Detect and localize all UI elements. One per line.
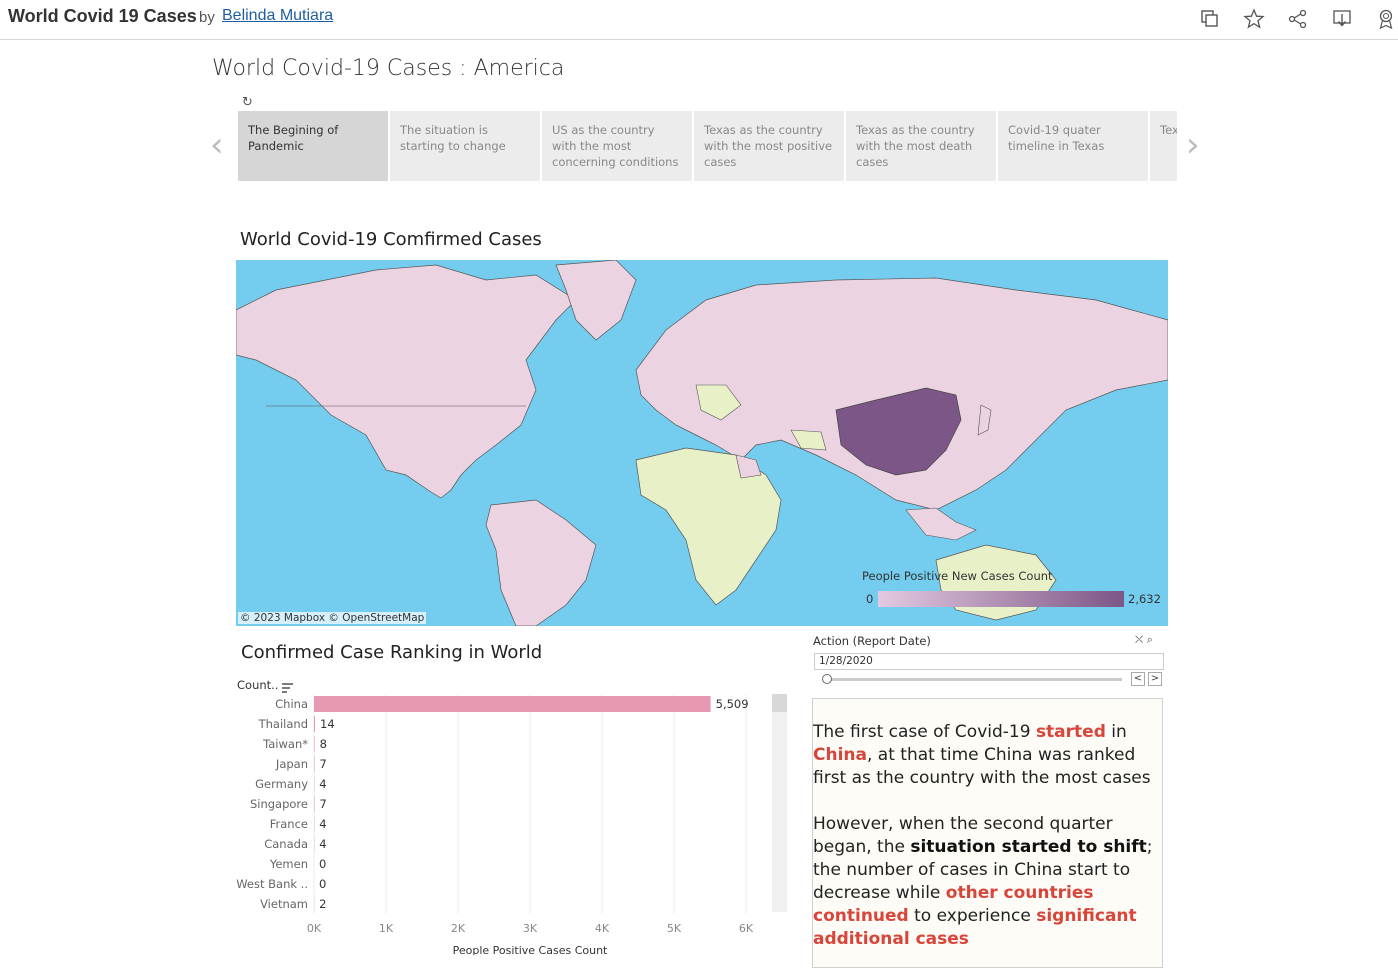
bar-2 bbox=[314, 736, 315, 752]
p1-segment-3: China bbox=[813, 745, 867, 765]
bar-3 bbox=[314, 756, 315, 772]
by-label: by bbox=[199, 9, 215, 26]
category-label-6: France bbox=[270, 817, 308, 831]
category-label-3: Japan bbox=[275, 757, 308, 771]
bar-5 bbox=[314, 796, 315, 812]
filter-title: Action (Report Date) bbox=[813, 634, 931, 648]
x-tick-label-5: 5K bbox=[667, 922, 682, 935]
legend-min: 0 bbox=[866, 592, 873, 606]
value-label-8: 0 bbox=[319, 857, 326, 871]
value-label-9: 0 bbox=[319, 877, 326, 891]
chart-scrollbar[interactable] bbox=[772, 694, 787, 912]
narrative-paragraph-2: However, when the second quarter began, … bbox=[813, 813, 1162, 951]
share-icon[interactable] bbox=[1287, 8, 1309, 30]
legend-title: People Positive New Cases Count bbox=[862, 569, 1053, 583]
category-label-4: Germany bbox=[255, 777, 308, 791]
tab-texas-more[interactable]: Tex bbox=[1150, 111, 1177, 181]
p1-segment-2: in bbox=[1106, 722, 1127, 742]
x-tick-label-1: 1K bbox=[379, 922, 394, 935]
story-tabs: The Begining of Pandemic The situation i… bbox=[238, 111, 1177, 181]
map-title: World Covid-19 Comfirmed Cases bbox=[240, 229, 542, 250]
category-label-9: West Bank .. bbox=[236, 877, 308, 891]
report-date-field[interactable]: 1/28/2020 bbox=[814, 653, 1164, 670]
story-title: World Covid-19 Cases : America bbox=[212, 56, 564, 81]
count-axis-label[interactable]: Count.. bbox=[237, 678, 278, 692]
ranking-bar-chart[interactable]: 0K 1K 2K 3K 4K 5K 6K China 5,509 Thailand 14 Taiwan… bbox=[230, 692, 790, 955]
author-link[interactable]: Belinda Mutiara bbox=[222, 7, 333, 25]
category-label-0: China bbox=[275, 697, 308, 711]
top-bar: World Covid 19 Cases by Belinda Mutiara bbox=[0, 0, 1398, 40]
value-label-5: 7 bbox=[320, 797, 327, 811]
category-label-2: Taiwan* bbox=[262, 737, 308, 751]
p1-segment-1: started bbox=[1036, 722, 1106, 742]
bar-0 bbox=[314, 696, 711, 712]
x-tick-label-6: 6K bbox=[739, 922, 754, 935]
value-label-2: 8 bbox=[320, 737, 327, 751]
download-icon[interactable] bbox=[1331, 8, 1353, 30]
x-tick-label-0: 0K bbox=[307, 922, 322, 935]
next-story-arrow[interactable]: › bbox=[1186, 130, 1200, 160]
region-middle-east-zero bbox=[791, 430, 826, 450]
value-label-1: 14 bbox=[320, 717, 335, 731]
category-label-5: Singapore bbox=[250, 797, 308, 811]
star-icon[interactable] bbox=[1243, 8, 1265, 30]
region-south-america bbox=[486, 500, 596, 626]
legend-max: 2,632 bbox=[1128, 592, 1161, 606]
category-label-7: Canada bbox=[264, 837, 308, 851]
prev-story-arrow[interactable]: ‹ bbox=[210, 130, 224, 160]
copy-icon[interactable] bbox=[1199, 8, 1221, 30]
category-label-10: Vietnam bbox=[260, 897, 308, 911]
value-label-10: 2 bbox=[319, 897, 326, 911]
tab-begining-of-pandemic[interactable]: The Begining of Pandemic bbox=[238, 111, 388, 181]
p2-segment-1: situation started to shift bbox=[910, 837, 1146, 857]
map-attribution[interactable]: © 2023 Mapbox © OpenStreetMap bbox=[238, 612, 426, 624]
p1-segment-0: The first case of Covid-19 bbox=[813, 722, 1036, 742]
x-axis-title: People Positive Cases Count bbox=[453, 944, 608, 955]
p2-segment-4: to experience bbox=[909, 906, 1037, 926]
date-slider-track[interactable] bbox=[826, 678, 1122, 681]
tab-texas-positive[interactable]: Texas as the country with the most posit… bbox=[694, 111, 844, 181]
tab-texas-death[interactable]: Texas as the country with the most death… bbox=[846, 111, 996, 181]
value-label-6: 4 bbox=[319, 817, 326, 831]
next-date-button[interactable]: > bbox=[1148, 672, 1162, 686]
value-label-0: 5,509 bbox=[716, 697, 749, 711]
workbook-title: World Covid 19 Cases bbox=[8, 6, 197, 27]
scroll-thumb[interactable] bbox=[772, 694, 787, 712]
bar-1 bbox=[314, 716, 315, 732]
tab-texas-timeline[interactable]: Covid-19 quater timeline in Texas bbox=[998, 111, 1148, 181]
tab-situation-changing[interactable]: The situation is starting to change bbox=[390, 111, 540, 181]
x-tick-label-3: 3K bbox=[523, 922, 538, 935]
value-label-4: 4 bbox=[319, 777, 326, 791]
category-label-1: Thailand bbox=[258, 717, 308, 731]
legend-gradient bbox=[878, 591, 1124, 607]
world-map[interactable]: © 2023 Mapbox © OpenStreetMap People Pos… bbox=[236, 260, 1168, 626]
value-label-7: 4 bbox=[319, 837, 326, 851]
tab-us-concerning[interactable]: US as the country with the most concerni… bbox=[542, 111, 692, 181]
date-slider-knob[interactable] bbox=[822, 674, 832, 684]
badge-icon[interactable] bbox=[1375, 8, 1397, 30]
refresh-icon[interactable]: ↻ bbox=[242, 95, 253, 110]
x-tick-label-4: 4K bbox=[595, 922, 610, 935]
category-label-8: Yemen bbox=[269, 857, 308, 871]
narrative-textbox: The first case of Covid-19 started in Ch… bbox=[812, 698, 1163, 968]
region-southeast-asia bbox=[906, 508, 976, 540]
region-north-america bbox=[236, 265, 576, 498]
value-label-3: 7 bbox=[320, 757, 327, 771]
filter-clear-icon[interactable]: ⛌ ⌕ bbox=[1135, 633, 1153, 647]
ranking-title: Confirmed Case Ranking in World bbox=[241, 642, 542, 663]
x-tick-label-2: 2K bbox=[451, 922, 466, 935]
prev-date-button[interactable]: < bbox=[1131, 672, 1145, 686]
narrative-paragraph-1: The first case of Covid-19 started in Ch… bbox=[813, 721, 1162, 790]
